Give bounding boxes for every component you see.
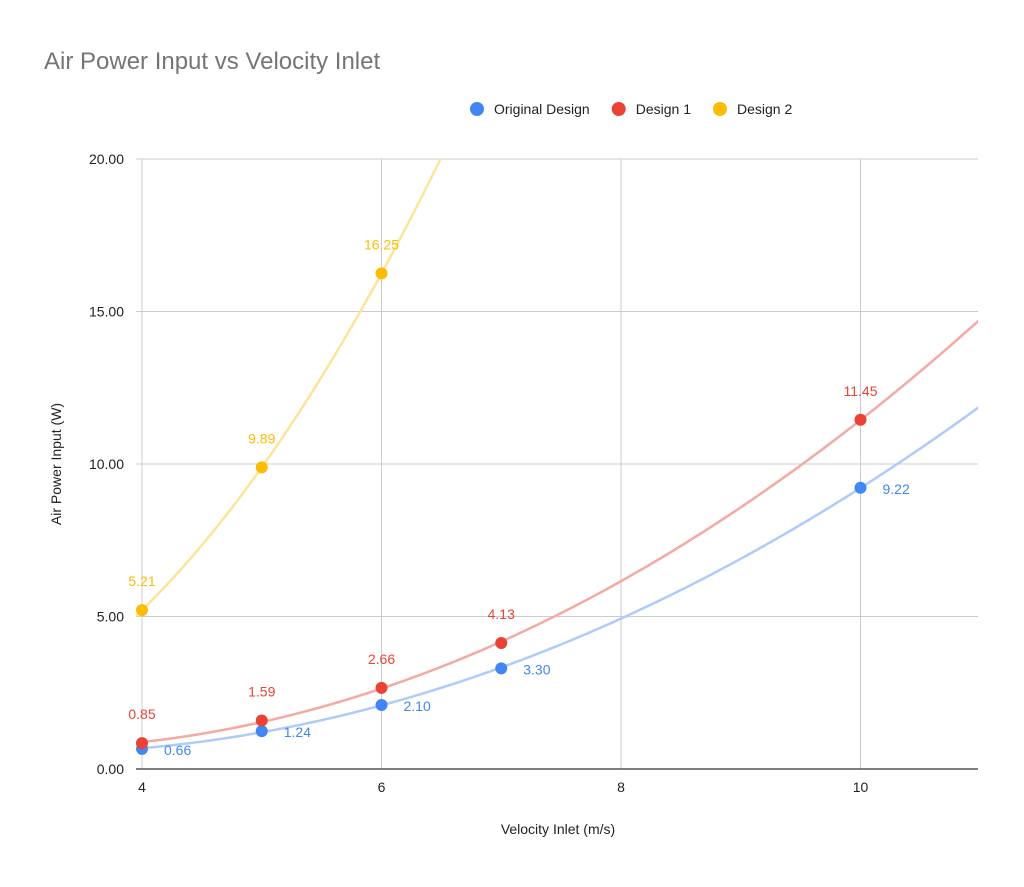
data-label-design-1: 11.45: [844, 383, 878, 399]
data-label-design-2: 16.25: [364, 236, 399, 252]
data-point-design-1: [255, 714, 268, 727]
y-tick-label: 5.00: [97, 609, 124, 625]
legend-label-design-2: Design 2: [737, 101, 792, 117]
data-label-original-design: 2.10: [404, 698, 431, 714]
trendline-original-design: [136, 406, 978, 750]
trendlines: [136, 159, 978, 750]
trendline-design-1: [136, 319, 978, 744]
data-point-original-design: [495, 662, 508, 675]
data-point-design-1: [854, 413, 867, 426]
y-tick-label: 20.00: [89, 151, 124, 167]
x-axis-title: Velocity Inlet (m/s): [501, 821, 615, 837]
data-label-original-design: 9.22: [883, 481, 910, 497]
data-point-design-2: [136, 604, 148, 617]
data-point-original-design: [375, 698, 388, 711]
legend-label-design-1: Design 1: [636, 101, 691, 117]
y-axis-title: Air Power Input (W): [48, 403, 64, 525]
legend-item-original-design[interactable]: Original Design: [470, 101, 590, 117]
data-label-design-1: 1.59: [248, 684, 275, 700]
x-tick-label: 6: [378, 779, 386, 795]
legend[interactable]: Original Design Design 1 Design 2: [470, 101, 792, 117]
data-label-original-design: 3.30: [523, 661, 550, 677]
legend-marker-design-2: [712, 102, 727, 116]
x-tick-label: 10: [853, 779, 869, 795]
trendline-design-2: [136, 159, 442, 617]
data-label-design-1: 4.13: [488, 606, 515, 622]
legend-marker-original-design: [470, 102, 484, 116]
x-tick-label: 8: [617, 779, 625, 795]
data-label-design-2: 9.89: [248, 430, 275, 446]
data-point-design-1: [495, 637, 508, 650]
data-point-original-design: [255, 725, 268, 738]
data-point-design-1: [375, 681, 388, 694]
data-label-design-1: 2.66: [368, 651, 395, 667]
gridlines: [136, 158, 978, 769]
data-point-design-2: [375, 267, 388, 280]
legend-label-original-design: Original Design: [494, 101, 590, 117]
x-tick-label: 4: [138, 779, 146, 795]
y-tick-label: 0.00: [97, 761, 124, 777]
y-tick-label: 10.00: [89, 456, 124, 472]
data-point-design-1: [136, 737, 148, 750]
axes: 0.00 5.00 10.00 15.00 20.00 4 6 8 10: [89, 151, 978, 795]
data-point-original-design: [854, 481, 867, 494]
y-tick-label: 15.00: [89, 304, 124, 320]
legend-item-design-2[interactable]: Design 2: [712, 101, 792, 117]
legend-marker-design-1: [611, 102, 626, 116]
data-label-design-1: 0.85: [128, 706, 155, 722]
data-label-original-design: 1.24: [284, 724, 311, 740]
chart-title: Air Power Input vs Velocity Inlet: [44, 48, 380, 75]
data-label-design-2: 5.21: [128, 573, 155, 589]
data-label-original-design: 0.66: [164, 742, 191, 758]
data-labels: 0.66 1.24 2.10 3.30 9.22 0.85 1.59 2.66 4.13 11.4…: [128, 236, 910, 757]
data-points: [136, 267, 867, 755]
legend-item-design-1[interactable]: Design 1: [611, 101, 691, 117]
data-point-design-2: [255, 461, 268, 474]
